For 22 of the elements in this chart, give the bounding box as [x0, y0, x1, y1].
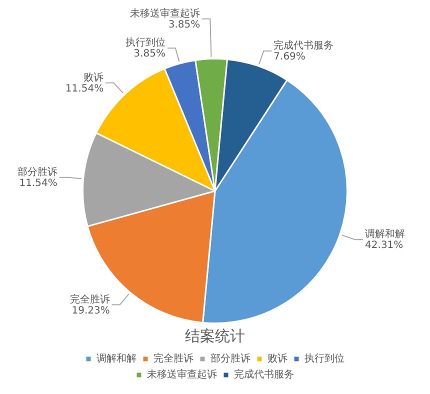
data-label: 3.85% [168, 19, 200, 30]
slice-label: 完成代书服务 [274, 40, 334, 52]
legend-label: 执行到位 [304, 352, 344, 365]
legend-label: 败诉 [268, 352, 288, 365]
data-label: 7.69% [274, 52, 306, 63]
slice-label: 调解和解 [365, 228, 406, 240]
legend-label: 完成代书服务 [234, 368, 294, 381]
slice-label: 败诉 [84, 71, 104, 84]
data-label: 42.31% [365, 240, 404, 252]
slice-label: 未移送审查起诉 [130, 7, 200, 20]
legend-label: 部分胜诉 [210, 352, 250, 365]
slice-label: 执行到位 [125, 36, 166, 49]
data-label: 11.54% [19, 178, 58, 189]
slice-label: 完全胜诉 [70, 293, 110, 306]
data-label: 11.54% [65, 83, 104, 94]
slice-label: 部分胜诉 [17, 166, 58, 178]
legend-label: 调解和解 [96, 352, 136, 365]
text: 结案统计 [185, 326, 245, 345]
legend-label: 完全胜诉 [154, 352, 194, 365]
data-label: 19.23% [72, 305, 110, 316]
legend-label: 未移送审查起诉 [147, 368, 217, 381]
data-label: 3.85% [134, 48, 166, 60]
